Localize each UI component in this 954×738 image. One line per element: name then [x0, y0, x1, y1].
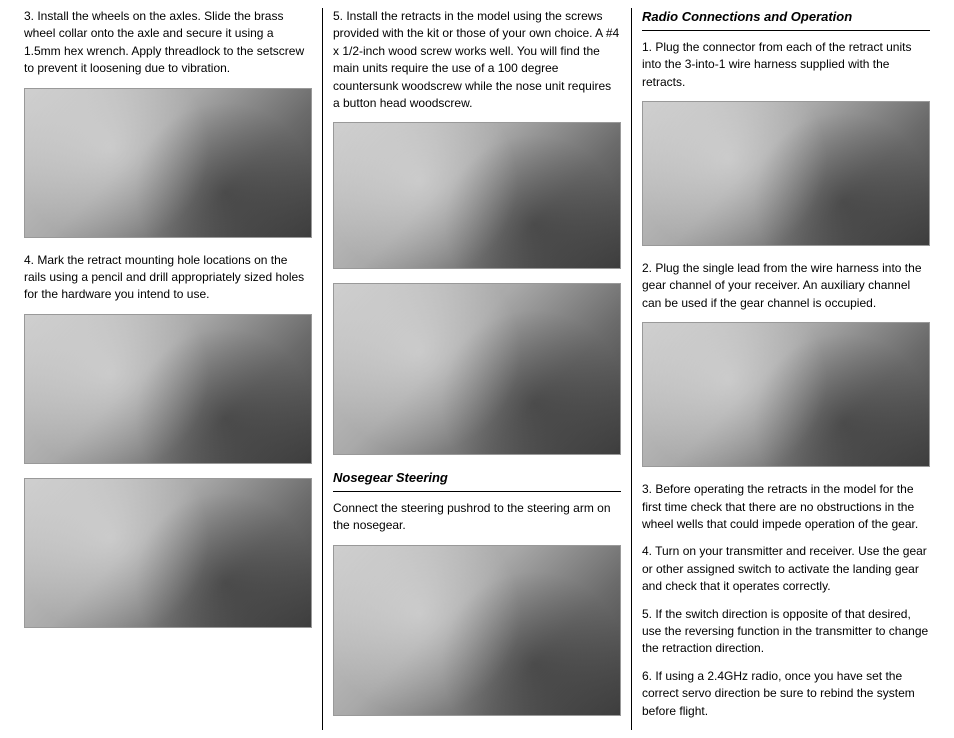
step-4-photo-1: [24, 314, 312, 464]
column-3: Radio Connections and Operation 1. Plug …: [631, 8, 940, 730]
radio-photo-1: [642, 101, 930, 246]
radio-step-6: 6. If using a 2.4GHz radio, once you hav…: [642, 668, 930, 720]
column-2: 5. Install the retracts in the model usi…: [322, 8, 631, 730]
page-columns: 3. Install the wheels on the axles. Slid…: [14, 8, 940, 730]
step-5-photo-1: [333, 122, 621, 269]
nosegear-text: Connect the steering pushrod to the stee…: [333, 500, 621, 535]
radio-step-5: 5. If the switch direction is opposite o…: [642, 606, 930, 658]
step-5-photo-2: [333, 283, 621, 455]
radio-step-4: 4. Turn on your transmitter and receiver…: [642, 543, 930, 595]
step-3-photo: [24, 88, 312, 238]
radio-photo-2: [642, 322, 930, 467]
step-5-text: 5. Install the retracts in the model usi…: [333, 8, 621, 112]
radio-heading: Radio Connections and Operation: [642, 8, 930, 27]
radio-rule: [642, 30, 930, 31]
step-4-text: 4. Mark the retract mounting hole locati…: [24, 252, 312, 304]
radio-step-3: 3. Before operating the retracts in the …: [642, 481, 930, 533]
nosegear-photo: [333, 545, 621, 717]
nosegear-rule: [333, 491, 621, 492]
radio-step-1: 1. Plug the connector from each of the r…: [642, 39, 930, 91]
nosegear-heading: Nosegear Steering: [333, 469, 621, 488]
step-3-text: 3. Install the wheels on the axles. Slid…: [24, 8, 312, 78]
radio-step-2: 2. Plug the single lead from the wire ha…: [642, 260, 930, 312]
step-4-photo-2: [24, 478, 312, 628]
column-1: 3. Install the wheels on the axles. Slid…: [14, 8, 322, 730]
